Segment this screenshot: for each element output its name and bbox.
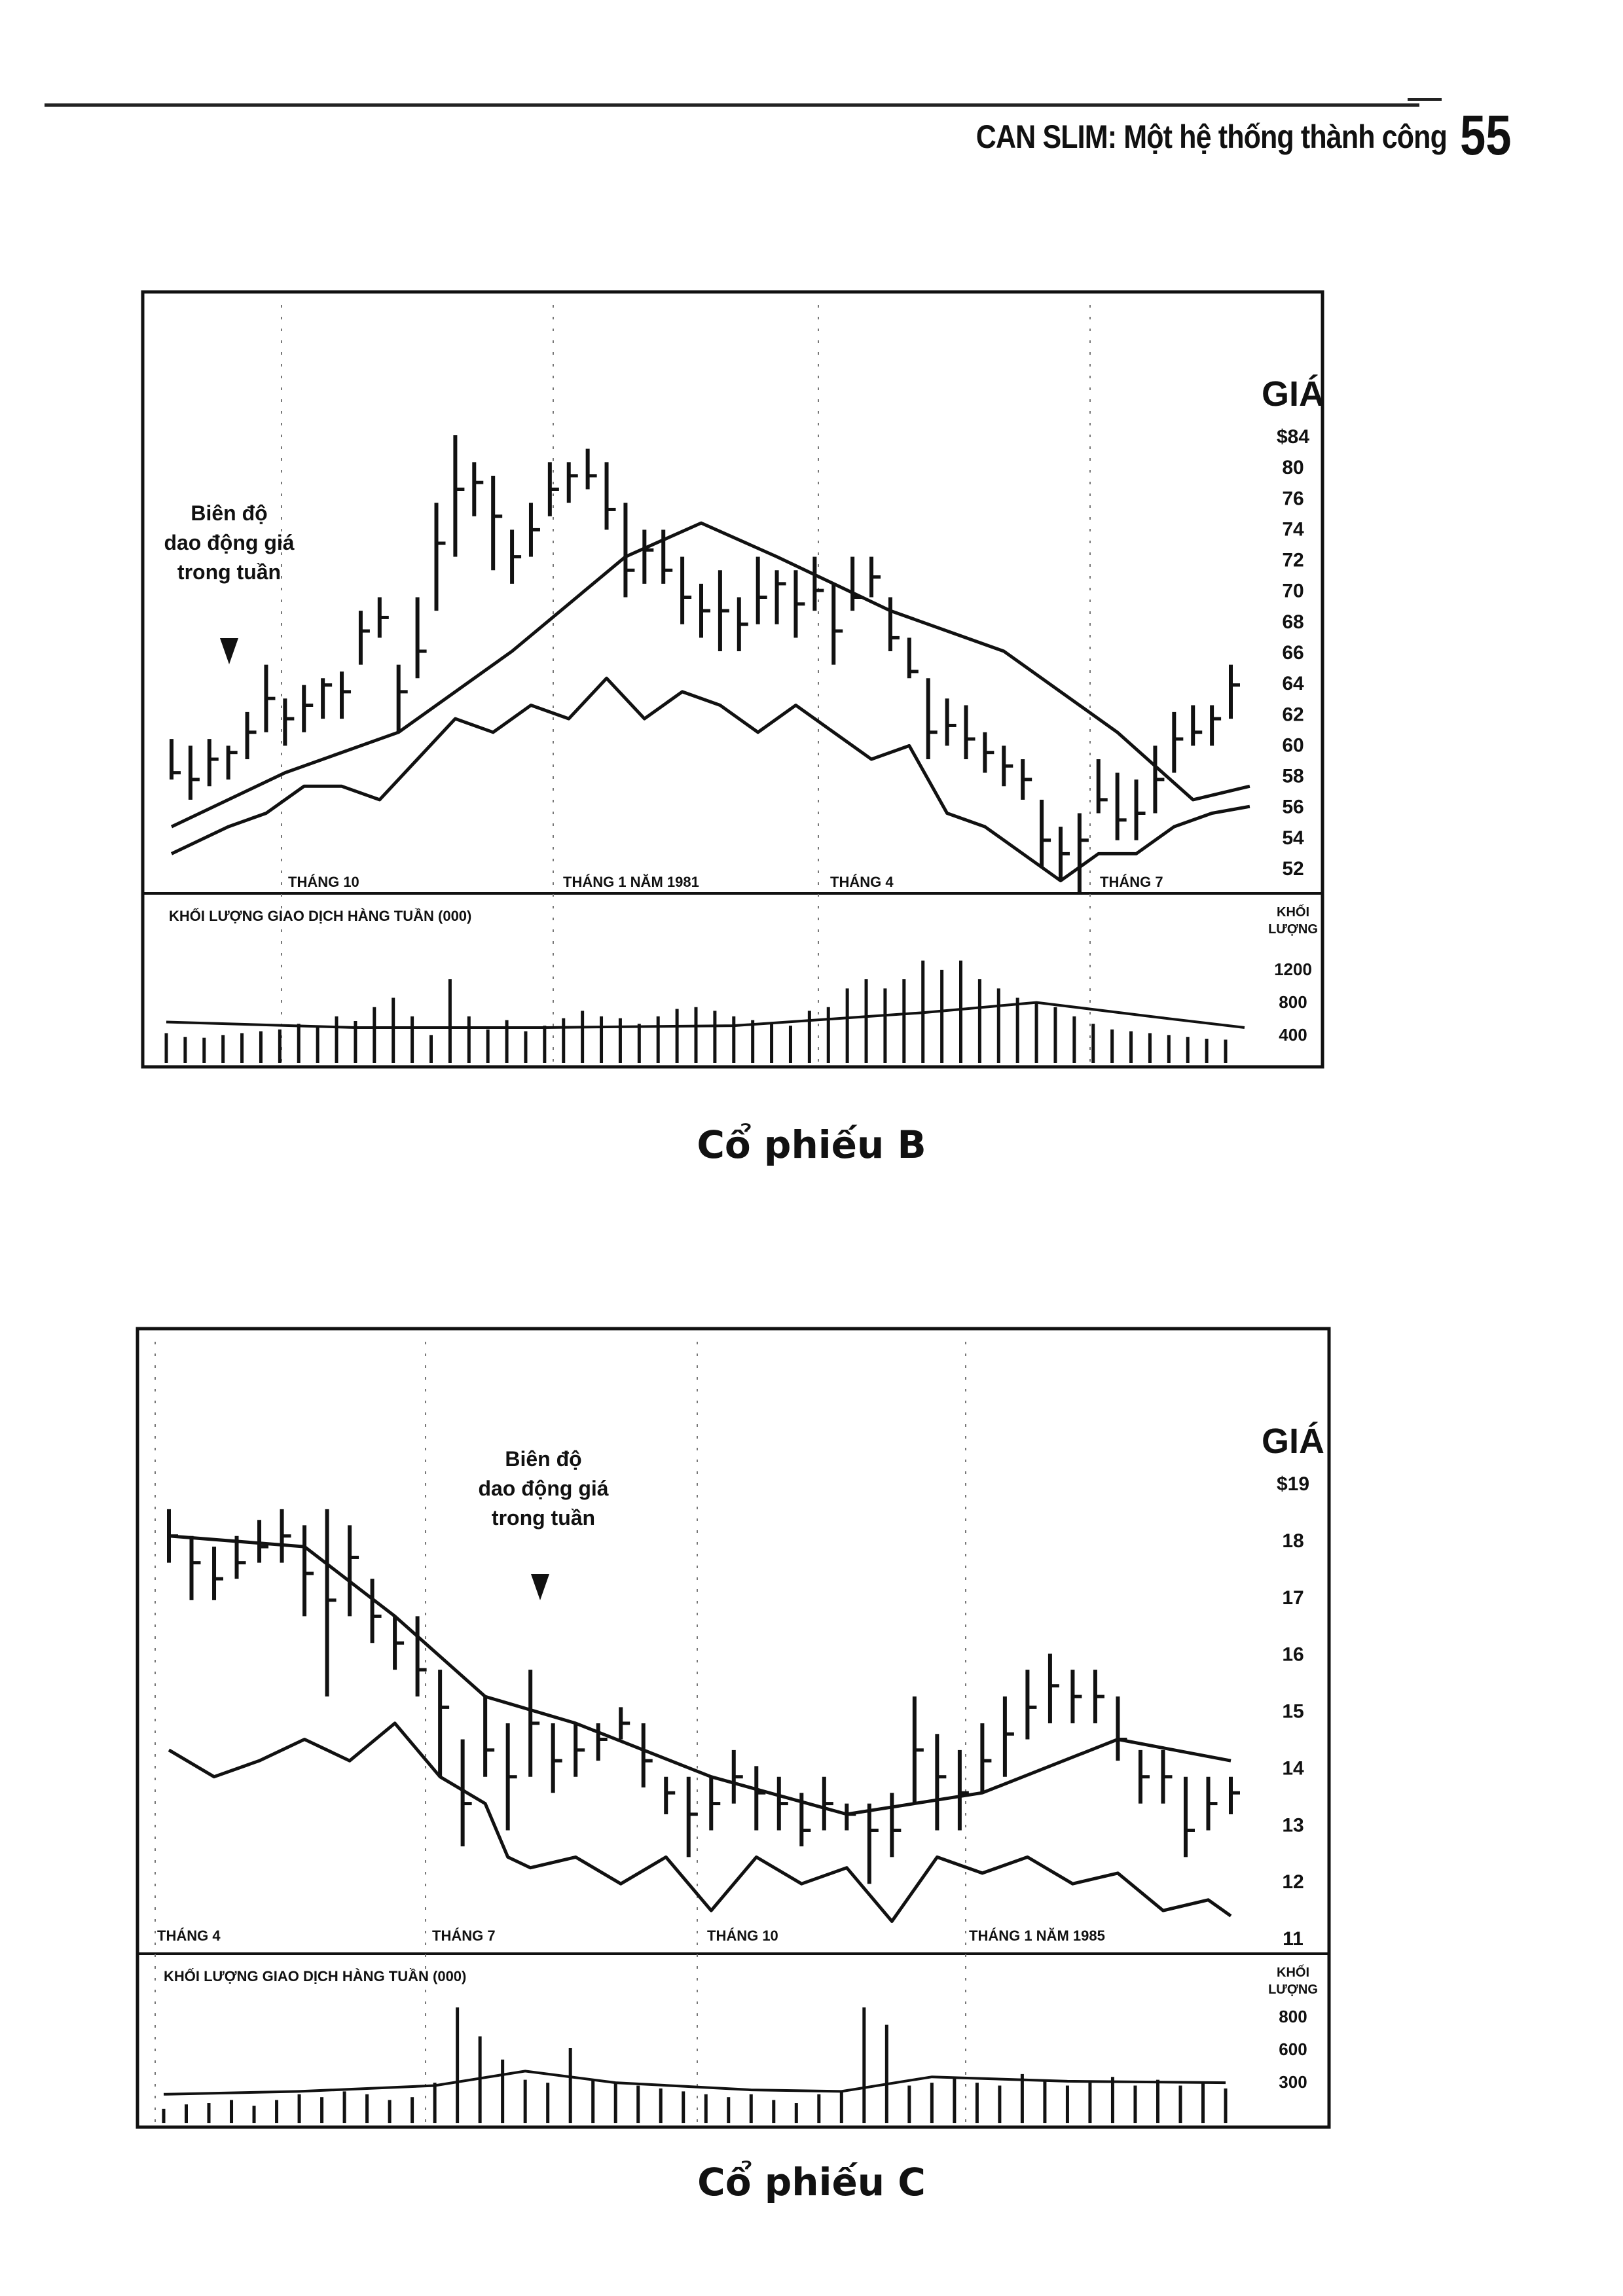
chart-stock-b: GIÁ $84 80 76 74 72 70 68 66 64 62 60 58 56 54 52 THÁNG … xyxy=(141,290,1324,1069)
annotation-arrow-icon xyxy=(220,638,238,664)
price-tick-label: 17 xyxy=(1282,1587,1304,1609)
header-rule-accent xyxy=(1408,98,1442,101)
month-label: THÁNG 7 xyxy=(1100,874,1163,890)
month-label: THÁNG 4 xyxy=(830,874,894,890)
price-tick-label: 58 xyxy=(1282,766,1304,787)
page-number: 55 xyxy=(1460,104,1512,167)
month-label: THÁNG 1 NĂM 1985 xyxy=(969,1928,1105,1944)
price-tick-label: 66 xyxy=(1282,642,1304,664)
price-tick-label: 14 xyxy=(1282,1757,1304,1779)
month-label: THÁNG 10 xyxy=(707,1928,778,1944)
chart-stock-c: GIÁ $19 18 17 16 15 14 13 12 11 THÁNG 4 THÁNG 7 THÁN… xyxy=(136,1327,1331,2129)
price-tick-label: 70 xyxy=(1282,581,1304,602)
month-label: THÁNG 10 xyxy=(288,874,359,890)
price-tick-label: 68 xyxy=(1282,611,1304,633)
price-tick-label: 12 xyxy=(1282,1871,1304,1893)
volume-axis-label: KHỐI xyxy=(1277,1964,1309,1980)
chart-frame xyxy=(136,1327,1331,2129)
volume-title: KHỐI LƯỢNG GIAO DỊCH HÀNG TUẦN (000) xyxy=(164,1967,466,1984)
price-tick-label: 76 xyxy=(1282,488,1304,509)
price-tick-label: 72 xyxy=(1282,550,1304,571)
price-tick-label: 80 xyxy=(1282,457,1304,478)
moving-average-line xyxy=(170,521,1250,829)
price-axis-label: GIÁ xyxy=(1262,1422,1324,1461)
price-tick-label: 74 xyxy=(1282,518,1304,540)
price-tick-label: $19 xyxy=(1277,1473,1309,1495)
volume-axis-label: LƯỢNG xyxy=(1268,1982,1318,1997)
volume-axis-label: KHỐI xyxy=(1277,904,1309,920)
price-tick-label: 54 xyxy=(1282,827,1304,849)
price-tick-label: 13 xyxy=(1282,1814,1304,1836)
volume-tick-label: 600 xyxy=(1279,2039,1307,2059)
relative-strength-line xyxy=(168,1721,1232,1923)
running-header-title: CAN SLIM: Một hệ thống thành công xyxy=(976,118,1448,155)
price-tick-label: 62 xyxy=(1282,704,1304,725)
relative-strength-line xyxy=(170,676,1250,883)
price-tick-label: 16 xyxy=(1282,1644,1304,1666)
price-tick-label: 64 xyxy=(1282,673,1304,694)
annotation-text: Biên độ xyxy=(191,501,267,525)
chart-frame xyxy=(141,290,1324,1069)
volume-moving-average-line xyxy=(166,1001,1245,1029)
volume-title: KHỐI LƯỢNG GIAO DỊCH HÀNG TUẦN (000) xyxy=(169,907,471,924)
price-tick-label: 52 xyxy=(1282,858,1304,880)
month-label: THÁNG 7 xyxy=(432,1928,496,1944)
volume-moving-average-line xyxy=(163,2070,1226,2096)
price-tick-label: 11 xyxy=(1283,1928,1304,1950)
annotation-text: trong tuần xyxy=(492,1506,595,1530)
volume-tick-label: 400 xyxy=(1279,1025,1307,1045)
price-tick-label: 15 xyxy=(1282,1701,1304,1723)
price-tick-label: $84 xyxy=(1277,426,1309,448)
price-tick-label: 60 xyxy=(1282,734,1304,756)
month-label: THÁNG 1 NĂM 1981 xyxy=(563,874,699,890)
volume-tick-label: 800 xyxy=(1279,992,1307,1012)
volume-tick-label: 300 xyxy=(1279,2072,1307,2092)
annotation-text: trong tuần xyxy=(177,560,281,584)
annotation-arrow-icon xyxy=(531,1574,549,1600)
caption-stock-c: Cổ phiếu C xyxy=(697,2160,926,2204)
annotation-text: Biên độ xyxy=(505,1447,581,1471)
annotation-text: dao động giá xyxy=(478,1477,608,1500)
price-tick-label: 56 xyxy=(1282,797,1304,818)
annotation-text: dao động giá xyxy=(164,531,294,554)
header-rule xyxy=(45,103,1419,107)
price-tick-label: 18 xyxy=(1282,1530,1304,1552)
volume-tick-label: 1200 xyxy=(1274,960,1312,979)
moving-average-line xyxy=(168,1534,1231,1816)
volume-tick-label: 800 xyxy=(1279,2007,1307,2026)
caption-stock-b: Cổ phiếu B xyxy=(697,1122,926,1167)
month-label: THÁNG 4 xyxy=(157,1928,221,1944)
volume-axis-label: LƯỢNG xyxy=(1268,922,1318,937)
price-axis-label: GIÁ xyxy=(1262,374,1324,414)
